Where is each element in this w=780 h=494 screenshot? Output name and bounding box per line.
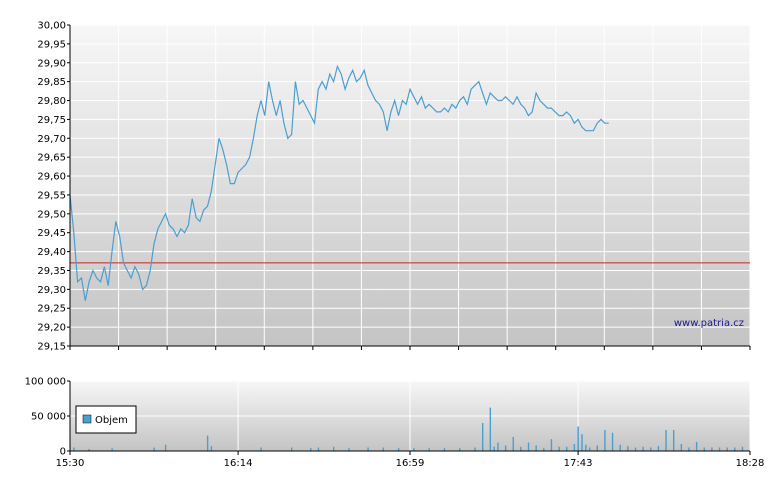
volume-tick-label: 0 — [60, 447, 66, 458]
volume-bar — [550, 439, 553, 451]
price-tick-label: 29,65 — [37, 153, 66, 164]
volume-bar — [443, 448, 446, 451]
price-tick-label: 29,35 — [37, 266, 66, 277]
price-tick-label: 29,95 — [37, 39, 66, 50]
volume-bar — [672, 430, 675, 451]
volume-bar — [588, 447, 591, 451]
price-tick-label: 29,20 — [37, 323, 66, 334]
volume-tick-label: 50 000 — [31, 412, 66, 423]
time-tick-label: 16:59 — [396, 458, 425, 469]
volume-bar — [711, 447, 713, 451]
volume-bar — [734, 447, 736, 451]
volume-bar — [695, 441, 698, 451]
price-tick-label: 29,30 — [37, 285, 66, 296]
volume-bar — [73, 447, 75, 451]
volume-bar — [512, 437, 514, 451]
volume-bar — [111, 448, 113, 451]
price-tick-label: 29,55 — [37, 190, 66, 201]
volume-bar — [332, 446, 335, 451]
price-tick-label: 29,85 — [37, 77, 66, 88]
volume-bar — [206, 435, 209, 451]
price-tick-label: 29,70 — [37, 134, 66, 145]
volume-bar — [596, 445, 598, 451]
volume-bar — [577, 426, 579, 451]
price-tick-label: 29,90 — [37, 58, 66, 69]
volume-bar — [585, 444, 587, 451]
volume-bar — [481, 423, 484, 451]
volume-bar — [581, 434, 583, 451]
time-tick-label: 15:30 — [56, 458, 85, 469]
volume-bar — [367, 447, 369, 451]
price-tick-label: 29,25 — [37, 304, 66, 315]
time-axis: 15:30 16:14 16:59 17:43 18:28 — [56, 346, 765, 469]
volume-bar — [573, 444, 576, 451]
volume-bar — [164, 444, 167, 451]
volume-bar — [535, 445, 537, 451]
volume-bar — [260, 447, 262, 451]
volume-bar — [504, 445, 507, 451]
legend-label: Objem — [95, 415, 128, 426]
volume-bar — [413, 448, 415, 451]
volume-bar — [527, 442, 530, 451]
price-tick-label: 29,60 — [37, 172, 66, 183]
volume-bar — [741, 446, 744, 451]
volume-bar — [397, 448, 400, 451]
volume-axis-lines — [69, 381, 750, 452]
volume-bar — [688, 447, 690, 451]
volume-bar — [382, 447, 385, 451]
price-series-line — [69, 64, 609, 301]
price-tick-label: 29,15 — [37, 342, 66, 353]
volume-legend: Objem — [75, 405, 137, 434]
volume-bar — [611, 432, 614, 451]
volume-bar — [493, 446, 495, 451]
price-tick-label: 29,40 — [37, 247, 66, 258]
volume-bar — [680, 444, 683, 451]
volume-bar — [459, 448, 461, 451]
volume-bar — [290, 447, 293, 451]
volume-bars — [73, 407, 744, 451]
price-tick-label: 30,00 — [37, 21, 66, 32]
price-y-axis: 29,15 29,20 29,25 29,30 29,35 29,40 29,45 29,50… — [37, 21, 70, 353]
time-tick-label: 16:14 — [224, 458, 253, 469]
volume-bar — [210, 446, 213, 451]
volume-bar — [634, 447, 637, 451]
legend-swatch — [82, 414, 92, 424]
volume-bar — [703, 447, 705, 451]
volume-bar — [497, 442, 499, 451]
price-tick-label: 29,45 — [37, 228, 66, 239]
volume-bar — [543, 448, 545, 451]
volume-bar — [627, 446, 629, 451]
volume-bar — [310, 448, 312, 451]
volume-tick-label: 100 000 — [25, 377, 66, 388]
price-tick-label: 29,75 — [37, 115, 66, 126]
volume-bar — [718, 447, 721, 451]
volume-bar — [558, 446, 560, 451]
time-tick-label: 17:43 — [564, 458, 593, 469]
volume-y-axis: 0 50 000 100 000 — [25, 377, 70, 458]
volume-bar — [520, 446, 522, 451]
volume-bar — [474, 447, 476, 451]
price-tick-label: 29,80 — [37, 96, 66, 107]
volume-bar — [566, 446, 568, 451]
price-tick-label: 29,50 — [37, 209, 66, 220]
price-grid — [69, 24, 751, 347]
volume-bar — [650, 447, 652, 451]
time-tick-label: 18:28 — [736, 458, 765, 469]
volume-bar — [619, 444, 621, 451]
volume-bar — [642, 446, 644, 451]
volume-bar — [317, 447, 320, 451]
volume-bar — [604, 430, 606, 451]
volume-bar — [88, 448, 90, 451]
volume-bar — [489, 407, 492, 451]
watermark: www.patria.cz — [674, 318, 744, 329]
volume-bar — [726, 447, 728, 451]
price-axis-lines — [69, 25, 750, 347]
volume-bar — [665, 430, 667, 451]
volume-bar — [657, 446, 660, 451]
volume-bar — [348, 448, 350, 451]
volume-bar — [153, 447, 155, 451]
volume-bar — [428, 448, 430, 451]
